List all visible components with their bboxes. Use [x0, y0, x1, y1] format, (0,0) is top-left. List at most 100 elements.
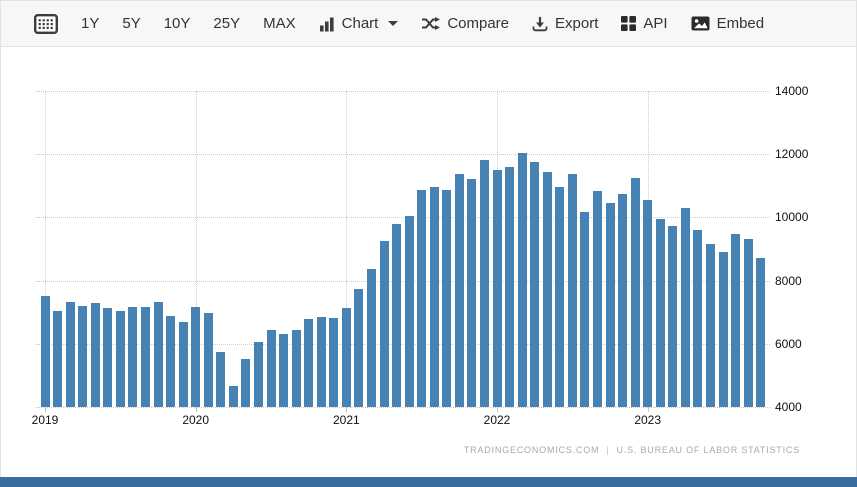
bar[interactable] — [705, 243, 715, 407]
y-axis-tick-label: 10000 — [775, 210, 809, 225]
y-gridline — [36, 217, 770, 219]
x-gridline — [195, 91, 197, 407]
bar[interactable] — [153, 302, 163, 407]
bar[interactable] — [505, 167, 515, 407]
chart-type-button[interactable]: Chart — [319, 15, 399, 32]
bar[interactable] — [605, 202, 615, 407]
bar-chart-plot-area: 4000 6000 8000 10000 12000 14000 2019 2020 2021 2… — [0, 47, 857, 487]
y-axis-tick-label: 6000 — [775, 336, 802, 351]
x-axis-tick — [195, 407, 197, 412]
bar[interactable] — [417, 190, 427, 407]
attribution-source-site: TRADINGECONOMICS.COM — [463, 445, 600, 455]
bar[interactable] — [542, 171, 552, 407]
bar[interactable] — [40, 295, 50, 407]
api-grid-icon — [621, 16, 637, 31]
x-axis-tick — [647, 407, 649, 412]
bar[interactable] — [341, 307, 351, 407]
bar[interactable] — [479, 160, 489, 407]
bar[interactable] — [467, 179, 477, 407]
bar[interactable] — [454, 174, 464, 407]
export-label: Export — [555, 15, 599, 32]
bar[interactable] — [329, 317, 339, 407]
bar[interactable] — [442, 190, 452, 407]
bar[interactable] — [731, 233, 741, 407]
bar[interactable] — [140, 306, 150, 407]
bar[interactable] — [304, 319, 314, 407]
bar[interactable] — [429, 187, 439, 407]
compare-shuffle-icon — [421, 16, 441, 31]
attribution-source-agency: U.S. BUREAU OF LABOR STATISTICS — [616, 445, 800, 455]
bar[interactable] — [228, 386, 238, 407]
chart-type-label: Chart — [341, 15, 379, 32]
calendar-button[interactable] — [34, 13, 58, 34]
range-button-max[interactable]: MAX — [263, 15, 296, 32]
bar[interactable] — [379, 241, 389, 407]
y-gridline — [36, 343, 770, 345]
embed-button[interactable]: Embed — [691, 15, 764, 32]
bar[interactable] — [291, 329, 301, 407]
y-axis-tick-label: 4000 — [775, 400, 802, 414]
bar[interactable] — [668, 225, 678, 407]
bar[interactable] — [592, 190, 602, 407]
bar[interactable] — [354, 288, 364, 407]
bar[interactable] — [216, 351, 226, 407]
bar[interactable] — [253, 341, 263, 407]
bar[interactable] — [166, 316, 176, 407]
range-button-10y[interactable]: 10Y — [163, 15, 191, 32]
bar[interactable] — [316, 316, 326, 407]
range-button-1y[interactable]: 1Y — [81, 15, 100, 32]
range-button-25y[interactable]: 25Y — [213, 15, 241, 32]
api-label: API — [643, 15, 668, 32]
bar[interactable] — [90, 303, 100, 407]
bar[interactable] — [279, 334, 289, 407]
bar[interactable] — [630, 177, 640, 407]
x-axis-tick — [45, 407, 46, 412]
bar[interactable] — [756, 257, 766, 407]
bar[interactable] — [128, 306, 138, 407]
bar[interactable] — [530, 162, 540, 407]
bar[interactable] — [115, 311, 125, 407]
bar[interactable] — [718, 251, 728, 407]
bottom-accent-bar — [0, 477, 857, 487]
bar[interactable] — [743, 238, 753, 407]
attribution-separator: | — [606, 445, 610, 455]
bar[interactable] — [643, 200, 653, 407]
bar[interactable] — [241, 359, 251, 407]
bar[interactable] — [392, 223, 402, 407]
chart-attribution: TRADINGECONOMICS.COM | U.S. BUREAU OF LABO… — [464, 445, 800, 455]
x-axis-tick-label: 2019 — [31, 413, 59, 427]
y-gridline — [36, 280, 770, 282]
y-axis-tick-label: 14000 — [775, 84, 809, 98]
y-axis-tick-label: 12000 — [775, 147, 809, 162]
range-button-5y[interactable]: 5Y — [122, 15, 141, 32]
bar[interactable] — [580, 211, 590, 407]
bar[interactable] — [178, 322, 188, 407]
y-gridline — [36, 91, 770, 92]
bar[interactable] — [517, 152, 527, 407]
bar[interactable] — [655, 218, 665, 407]
x-axis-tick — [346, 407, 348, 412]
x-axis-tick-label: 2022 — [483, 413, 511, 427]
bar[interactable] — [567, 174, 577, 407]
chart-toolbar: 1Y 5Y 10Y 25Y MAX Chart — [1, 1, 856, 47]
bar[interactable] — [78, 305, 88, 407]
range-button-group: 1Y 5Y 10Y 25Y MAX — [81, 15, 296, 32]
bar[interactable] — [680, 207, 690, 407]
compare-button[interactable]: Compare — [421, 15, 509, 32]
x-axis-tick-label: 2020 — [182, 413, 210, 427]
bar[interactable] — [191, 306, 201, 407]
bar[interactable] — [555, 186, 565, 407]
x-axis-tick-label: 2023 — [634, 413, 662, 427]
api-button[interactable]: API — [621, 15, 668, 32]
export-button[interactable]: Export — [532, 15, 598, 32]
bar[interactable] — [266, 329, 276, 407]
bar[interactable] — [53, 310, 63, 407]
bar[interactable] — [693, 229, 703, 407]
bar[interactable] — [203, 312, 213, 407]
bar[interactable] — [404, 216, 414, 407]
bar[interactable] — [492, 170, 502, 407]
bar[interactable] — [103, 308, 113, 407]
bar[interactable] — [65, 302, 75, 407]
bar[interactable] — [366, 268, 376, 407]
bar[interactable] — [618, 194, 628, 407]
